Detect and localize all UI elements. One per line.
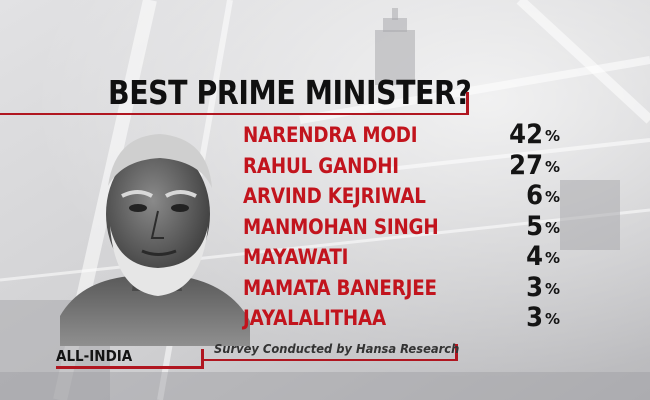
vote-share-value: 3 — [526, 302, 543, 333]
vote-share-value: 5 — [526, 210, 543, 242]
region-underline — [56, 366, 201, 369]
ranking-row: ARVIND KEJRIWAL 6% — [243, 181, 573, 211]
footer-divider — [201, 349, 204, 369]
vote-share-value: 27 — [509, 149, 543, 181]
ranking-row: RAHUL GANDHI 27% — [243, 149, 573, 181]
percent-unit: % — [545, 218, 561, 237]
vote-share-value: 4 — [526, 241, 543, 272]
title-underline — [0, 113, 468, 115]
candidate-name: MAMATA BANERJEE — [243, 275, 437, 300]
vote-share-value: 3 — [526, 271, 543, 303]
percent-unit: % — [545, 127, 561, 145]
ranking-row: JAYALALITHAA 3% — [243, 303, 573, 333]
chart-title: BEST PRIME MINISTER? — [108, 73, 472, 112]
title-tick — [466, 92, 469, 115]
candidate-name: NARENDRA MODI — [243, 123, 418, 147]
source-underline — [204, 359, 458, 361]
vote-share-value: 42 — [509, 119, 543, 150]
percent-unit: % — [545, 188, 561, 206]
ranking-row: MANMOHAN SINGH 5% — [243, 210, 573, 242]
ranking-row: NARENDRA MODI 42% — [243, 120, 573, 150]
politician-portrait-icon — [60, 134, 250, 346]
region-label: ALL-INDIA — [56, 347, 133, 365]
candidate-name: JAYALALITHAA — [243, 306, 386, 330]
candidate-name: ARVIND KEJRIWAL — [243, 184, 426, 208]
percent-unit: % — [545, 157, 561, 176]
source-tick — [455, 344, 458, 361]
source-label: Survey Conducted by Hansa Research — [214, 341, 460, 356]
vote-share-value: 6 — [526, 180, 543, 211]
ranking-row: MAMATA BANERJEE 3% — [243, 271, 573, 303]
candidate-name: MAYAWATI — [243, 245, 349, 269]
candidate-name: RAHUL GANDHI — [243, 153, 399, 178]
percent-unit: % — [545, 279, 561, 298]
candidate-name: MANMOHAN SINGH — [243, 214, 439, 239]
percent-unit: % — [545, 249, 561, 267]
ranking-row: MAYAWATI 4% — [243, 242, 573, 272]
percent-unit: % — [545, 310, 561, 328]
